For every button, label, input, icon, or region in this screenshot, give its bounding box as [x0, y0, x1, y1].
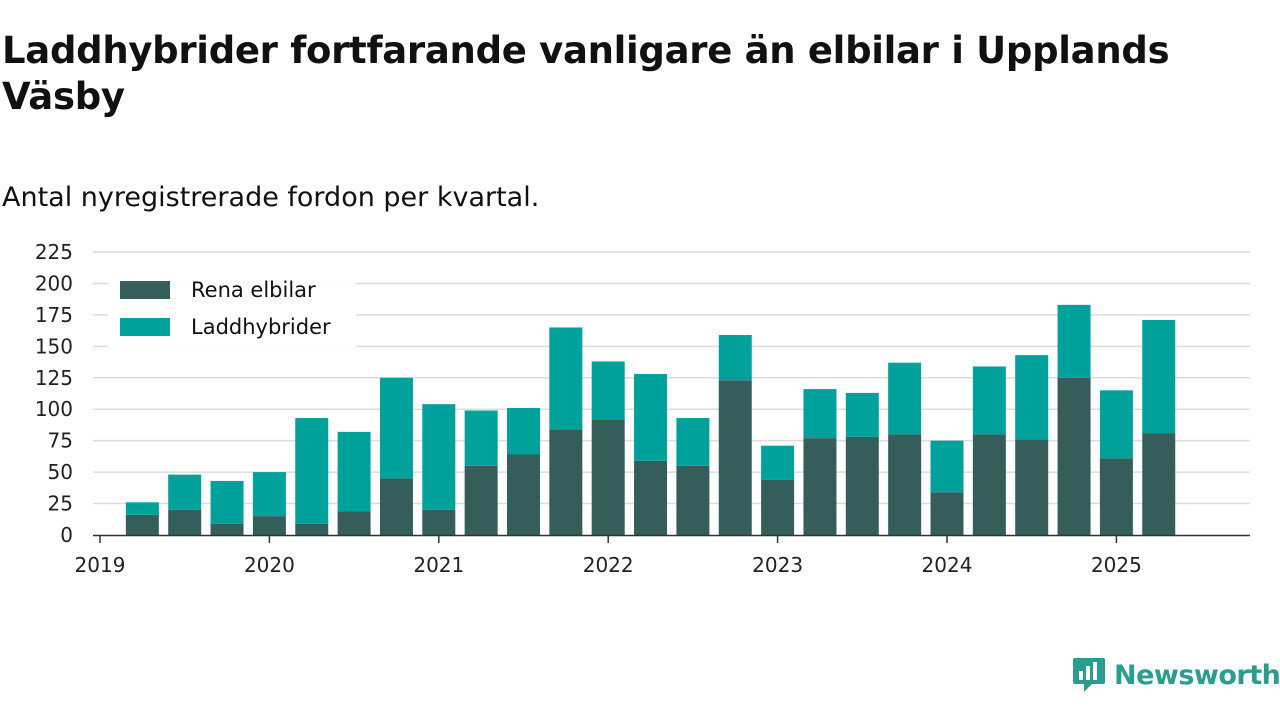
bar-rena-elbilar: [549, 429, 583, 535]
chart-subtitle: Antal nyregistrerade fordon per kvartal.: [2, 182, 540, 213]
bar-rena-elbilar: [761, 479, 795, 535]
bar-laddhybrider: [845, 392, 879, 437]
bar-rena-elbilar: [591, 419, 625, 535]
bar-rena-elbilar: [1142, 433, 1176, 535]
y-tick-label: 225: [35, 240, 73, 264]
y-tick-label: 0: [60, 523, 73, 547]
bar-laddhybrider: [1142, 319, 1176, 434]
bar-rena-elbilar: [1015, 439, 1049, 535]
bar-laddhybrider: [634, 374, 668, 461]
x-tick-label: 2022: [583, 553, 634, 577]
y-tick-label: 100: [35, 397, 73, 421]
bar-laddhybrider: [422, 404, 456, 510]
x-tick-label: 2024: [922, 553, 973, 577]
bar-rena-elbilar: [252, 516, 286, 535]
bar-rena-elbilar: [803, 438, 837, 535]
y-tick-label: 50: [48, 460, 73, 484]
bar-rena-elbilar: [888, 434, 922, 535]
bar-rena-elbilar: [295, 523, 329, 535]
bar-laddhybrider: [168, 474, 202, 510]
bar-laddhybrider: [252, 472, 286, 517]
bar-rena-elbilar: [845, 436, 879, 535]
bar-laddhybrider: [1057, 304, 1091, 378]
bar-laddhybrider: [972, 366, 1006, 435]
bar-laddhybrider: [718, 335, 752, 381]
newsworthy-logo-icon: [1073, 658, 1105, 692]
x-tick-label: 2021: [413, 553, 464, 577]
bar-laddhybrider: [337, 431, 371, 512]
bar-rena-elbilar: [422, 509, 456, 535]
bar-rena-elbilar: [718, 380, 752, 535]
chart-title: Laddhybrider fortfarande vanligare än el…: [2, 29, 1170, 118]
bar-rena-elbilar: [125, 514, 159, 535]
bar-rena-elbilar: [464, 465, 498, 535]
y-tick-label: 125: [35, 366, 73, 390]
bar-rena-elbilar: [337, 511, 371, 535]
bar-laddhybrider: [295, 418, 329, 524]
legend-label: Laddhybrider: [191, 315, 331, 339]
brand-name: Newsworthy: [1114, 659, 1280, 691]
legend-swatch: [120, 281, 170, 299]
bar-rena-elbilar: [507, 454, 540, 535]
bar-laddhybrider: [1099, 390, 1133, 459]
x-tick-label: 2023: [752, 553, 803, 577]
bar-laddhybrider: [930, 440, 964, 493]
bar-laddhybrider: [888, 362, 922, 435]
bar-laddhybrider: [507, 407, 540, 455]
bar-rena-elbilar: [930, 492, 964, 535]
legend-swatch: [120, 318, 170, 336]
bar-rena-elbilar: [379, 478, 413, 535]
bar-laddhybrider: [549, 327, 583, 430]
bar-laddhybrider: [1015, 355, 1049, 440]
y-tick-label: 75: [48, 429, 73, 453]
bar-rena-elbilar: [210, 523, 244, 535]
bar-laddhybrider: [464, 410, 498, 466]
bar-laddhybrider: [125, 502, 159, 515]
x-tick-label: 2025: [1091, 553, 1142, 577]
bar-laddhybrider: [591, 361, 625, 420]
bar-laddhybrider: [803, 389, 837, 439]
bar-rena-elbilar: [634, 460, 668, 535]
bar-laddhybrider: [676, 418, 710, 466]
bar-rena-elbilar: [676, 465, 710, 535]
legend-label: Rena elbilar: [191, 278, 316, 302]
newsworthy-brand: Newsworthy: [1072, 656, 1280, 694]
bar-rena-elbilar: [972, 434, 1006, 535]
bar-rena-elbilar: [168, 509, 202, 535]
bar-laddhybrider: [210, 480, 244, 524]
bar-rena-elbilar: [1057, 377, 1091, 535]
y-tick-label: 150: [35, 334, 73, 358]
bar-rena-elbilar: [1099, 458, 1133, 535]
y-tick-label: 200: [35, 271, 73, 295]
bar-laddhybrider: [761, 445, 795, 480]
x-tick-label: 2020: [244, 553, 295, 577]
bar-laddhybrider: [379, 377, 413, 479]
stacked-bar-chart: 0 25 50 75 100 125 150 175 200 225 2019 2020 2021 202…: [35, 240, 1250, 577]
y-tick-label: 175: [35, 303, 73, 327]
x-tick-label: 2019: [75, 553, 126, 577]
y-tick-label: 25: [48, 492, 73, 516]
